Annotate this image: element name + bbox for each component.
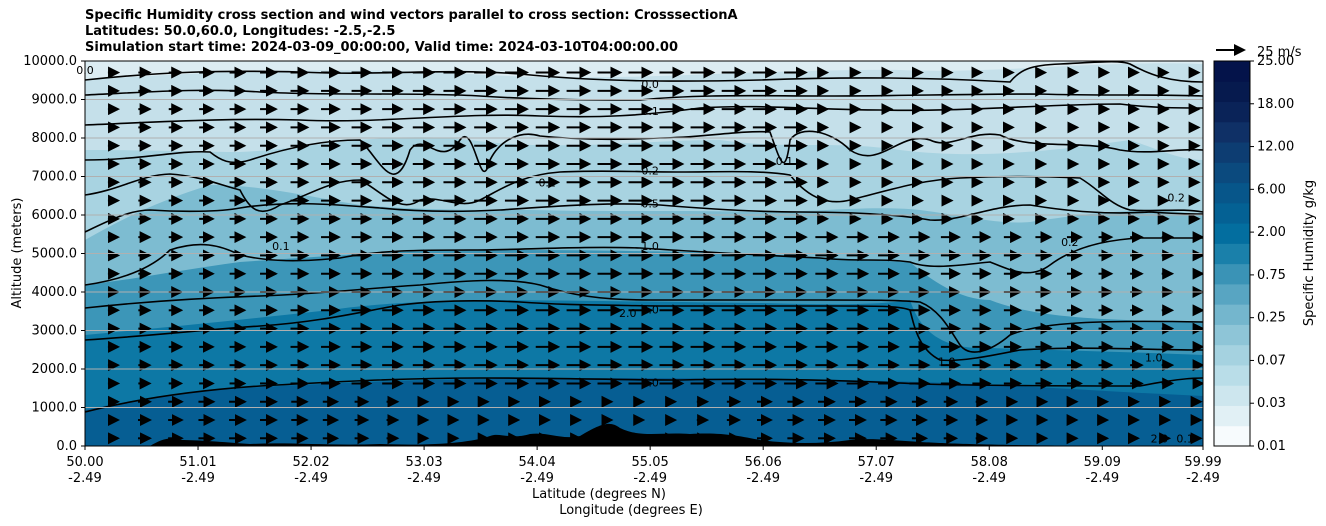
colorbar-swatch (1214, 283, 1250, 305)
title-line-2: Latitudes: 50.0,60.0, Longitudes: -2.5,-… (85, 24, 396, 39)
colorbar-tick-label: 0.25 (1257, 311, 1286, 326)
colorbar-swatch (1214, 223, 1250, 244)
colorbar-swatch (1214, 202, 1250, 224)
colorbar-swatch (1214, 142, 1250, 163)
contour-label: 0.2 (641, 165, 659, 178)
x-tick-lon: -2.49 (859, 471, 893, 486)
wind-vectors (107, 66, 1203, 445)
quiver-key-label: 25 m/s (1257, 45, 1302, 60)
title-line-1: Specific Humidity cross section and wind… (85, 8, 738, 23)
x-tick-lon: -2.49 (1085, 471, 1119, 486)
x-axis-label-lat: Latitude (degrees N) (532, 487, 666, 502)
x-tick-lon: -2.49 (972, 471, 1006, 486)
contour-label: 1.0 (1145, 351, 1163, 364)
colorbar-swatch (1214, 364, 1250, 386)
y-tick-label: 0.0 (56, 439, 77, 454)
x-tick-lat: 53.03 (405, 455, 442, 470)
colorbar-tick-label: 25.00 (1257, 54, 1294, 69)
contour-label: 0.0 (641, 78, 659, 91)
colorbar-swatch (1214, 263, 1250, 285)
x-tick-lon: -2.49 (181, 471, 215, 486)
y-tick-label: 5000.0 (32, 247, 78, 262)
y-tick-label: 2000.0 (32, 362, 78, 377)
colorbar-swatch (1214, 385, 1250, 406)
y-tick-label: 6000.0 (32, 208, 78, 223)
colorbar-swatch (1214, 101, 1250, 123)
x-tick-lon: -2.49 (407, 471, 441, 486)
chart-title: Specific Humidity cross section and wind… (85, 8, 738, 56)
colorbar-tick-label: 0.07 (1257, 353, 1286, 368)
contour-label: 0.1 (641, 105, 659, 118)
y-tick-label: 10000.0 (23, 54, 77, 69)
y-tick-label: 9000.0 (32, 93, 78, 108)
x-tick-lat: 59.09 (1084, 455, 1121, 470)
y-tick-label: 4000.0 (32, 285, 78, 300)
colorbar-swatch (1214, 304, 1250, 325)
colorbar-swatch (1214, 405, 1250, 427)
x-tick-lat: 54.04 (519, 455, 556, 470)
colorbar-swatch (1214, 344, 1250, 366)
x-tick-lon: -2.49 (1186, 471, 1220, 486)
x-tick-lat: 57.07 (858, 455, 895, 470)
contour-label: 0.5 (641, 197, 659, 210)
y-tick-label: 1000.0 (32, 401, 78, 416)
contour-0.5 (85, 202, 1203, 233)
contour-label: 1.0 (641, 240, 659, 253)
colorbar-swatch (1214, 324, 1250, 346)
quiver-key: 25 m/s (1216, 44, 1302, 60)
contour-label: 1.0 (938, 355, 956, 368)
x-tick-lon: -2.49 (294, 471, 328, 486)
contour-4.0 (85, 299, 1203, 362)
colorbar-swatch (1214, 182, 1250, 204)
x-tick-lat: 56.06 (745, 455, 782, 470)
colorbar-swatch (1214, 162, 1250, 184)
x-tick-lat: 52.02 (292, 455, 329, 470)
colorbar-tick-label: 12.00 (1257, 140, 1294, 155)
x-tick-lat: 51.01 (179, 455, 216, 470)
colorbar-swatch (1214, 121, 1250, 143)
colorbar-tick-label: 0.01 (1257, 439, 1286, 454)
contour-label: 2.0 (619, 307, 637, 320)
x-tick-lon: -2.49 (746, 471, 780, 486)
y-tick-label: 8000.0 (32, 131, 78, 146)
y-axis-label: Altitude (meters) (10, 198, 25, 309)
x-tick-lat: 50.00 (66, 455, 103, 470)
x-tick-lon: -2.49 (520, 471, 554, 486)
contour-0.1b (85, 130, 1203, 175)
colorbar: 0.01 0.03 0.07 0.25 0.75 2.00 6.00 12.00 18.00 25… (1213, 54, 1294, 454)
colorbar-label: Specific Humidity g/kg (1302, 180, 1317, 326)
x-axis: 50.00-2.4951.01-2.4952.02-2.4953.03-2.49… (66, 446, 1222, 486)
colorbar-frame (1213, 60, 1251, 447)
x-tick-lon: -2.49 (68, 471, 102, 486)
x-tick-lat: 55.05 (632, 455, 669, 470)
y-tick-label: 7000.0 (32, 170, 78, 185)
x-tick-lat: 58.08 (971, 455, 1008, 470)
band-humid (85, 378, 1203, 446)
contour-label: 0.1 (776, 155, 794, 168)
colorbar-swatch (1214, 425, 1250, 447)
colorbar-tick-label: 0.03 (1257, 396, 1286, 411)
contour-label: 0.1 (1176, 432, 1194, 445)
colorbar-swatch (1214, 61, 1250, 82)
x-axis-label-lon: Longitude (degrees E) (559, 503, 703, 518)
x-tick-lat: 59.99 (1184, 455, 1221, 470)
title-line-3: Simulation start time: 2024-03-09_00:00:… (85, 40, 678, 55)
colorbar-tick-label: 6.00 (1257, 182, 1286, 197)
colorbar-tick-label: 18.00 (1257, 97, 1294, 112)
contour-label: 0.2 (1167, 192, 1185, 205)
y-tick-label: 3000.0 (32, 324, 78, 339)
contour-label: 0.1 (272, 240, 290, 253)
x-tick-lon: -2.49 (633, 471, 667, 486)
y-axis: 0.0 1000.0 2000.0 3000.0 4000.0 5000.0 6000.0 7… (23, 54, 85, 454)
colorbar-swatch (1214, 243, 1250, 265)
colorbar-tick-label: 2.00 (1257, 225, 1286, 240)
colorbar-tick-label: 0.75 (1257, 268, 1286, 283)
colorbar-swatch (1214, 81, 1250, 103)
